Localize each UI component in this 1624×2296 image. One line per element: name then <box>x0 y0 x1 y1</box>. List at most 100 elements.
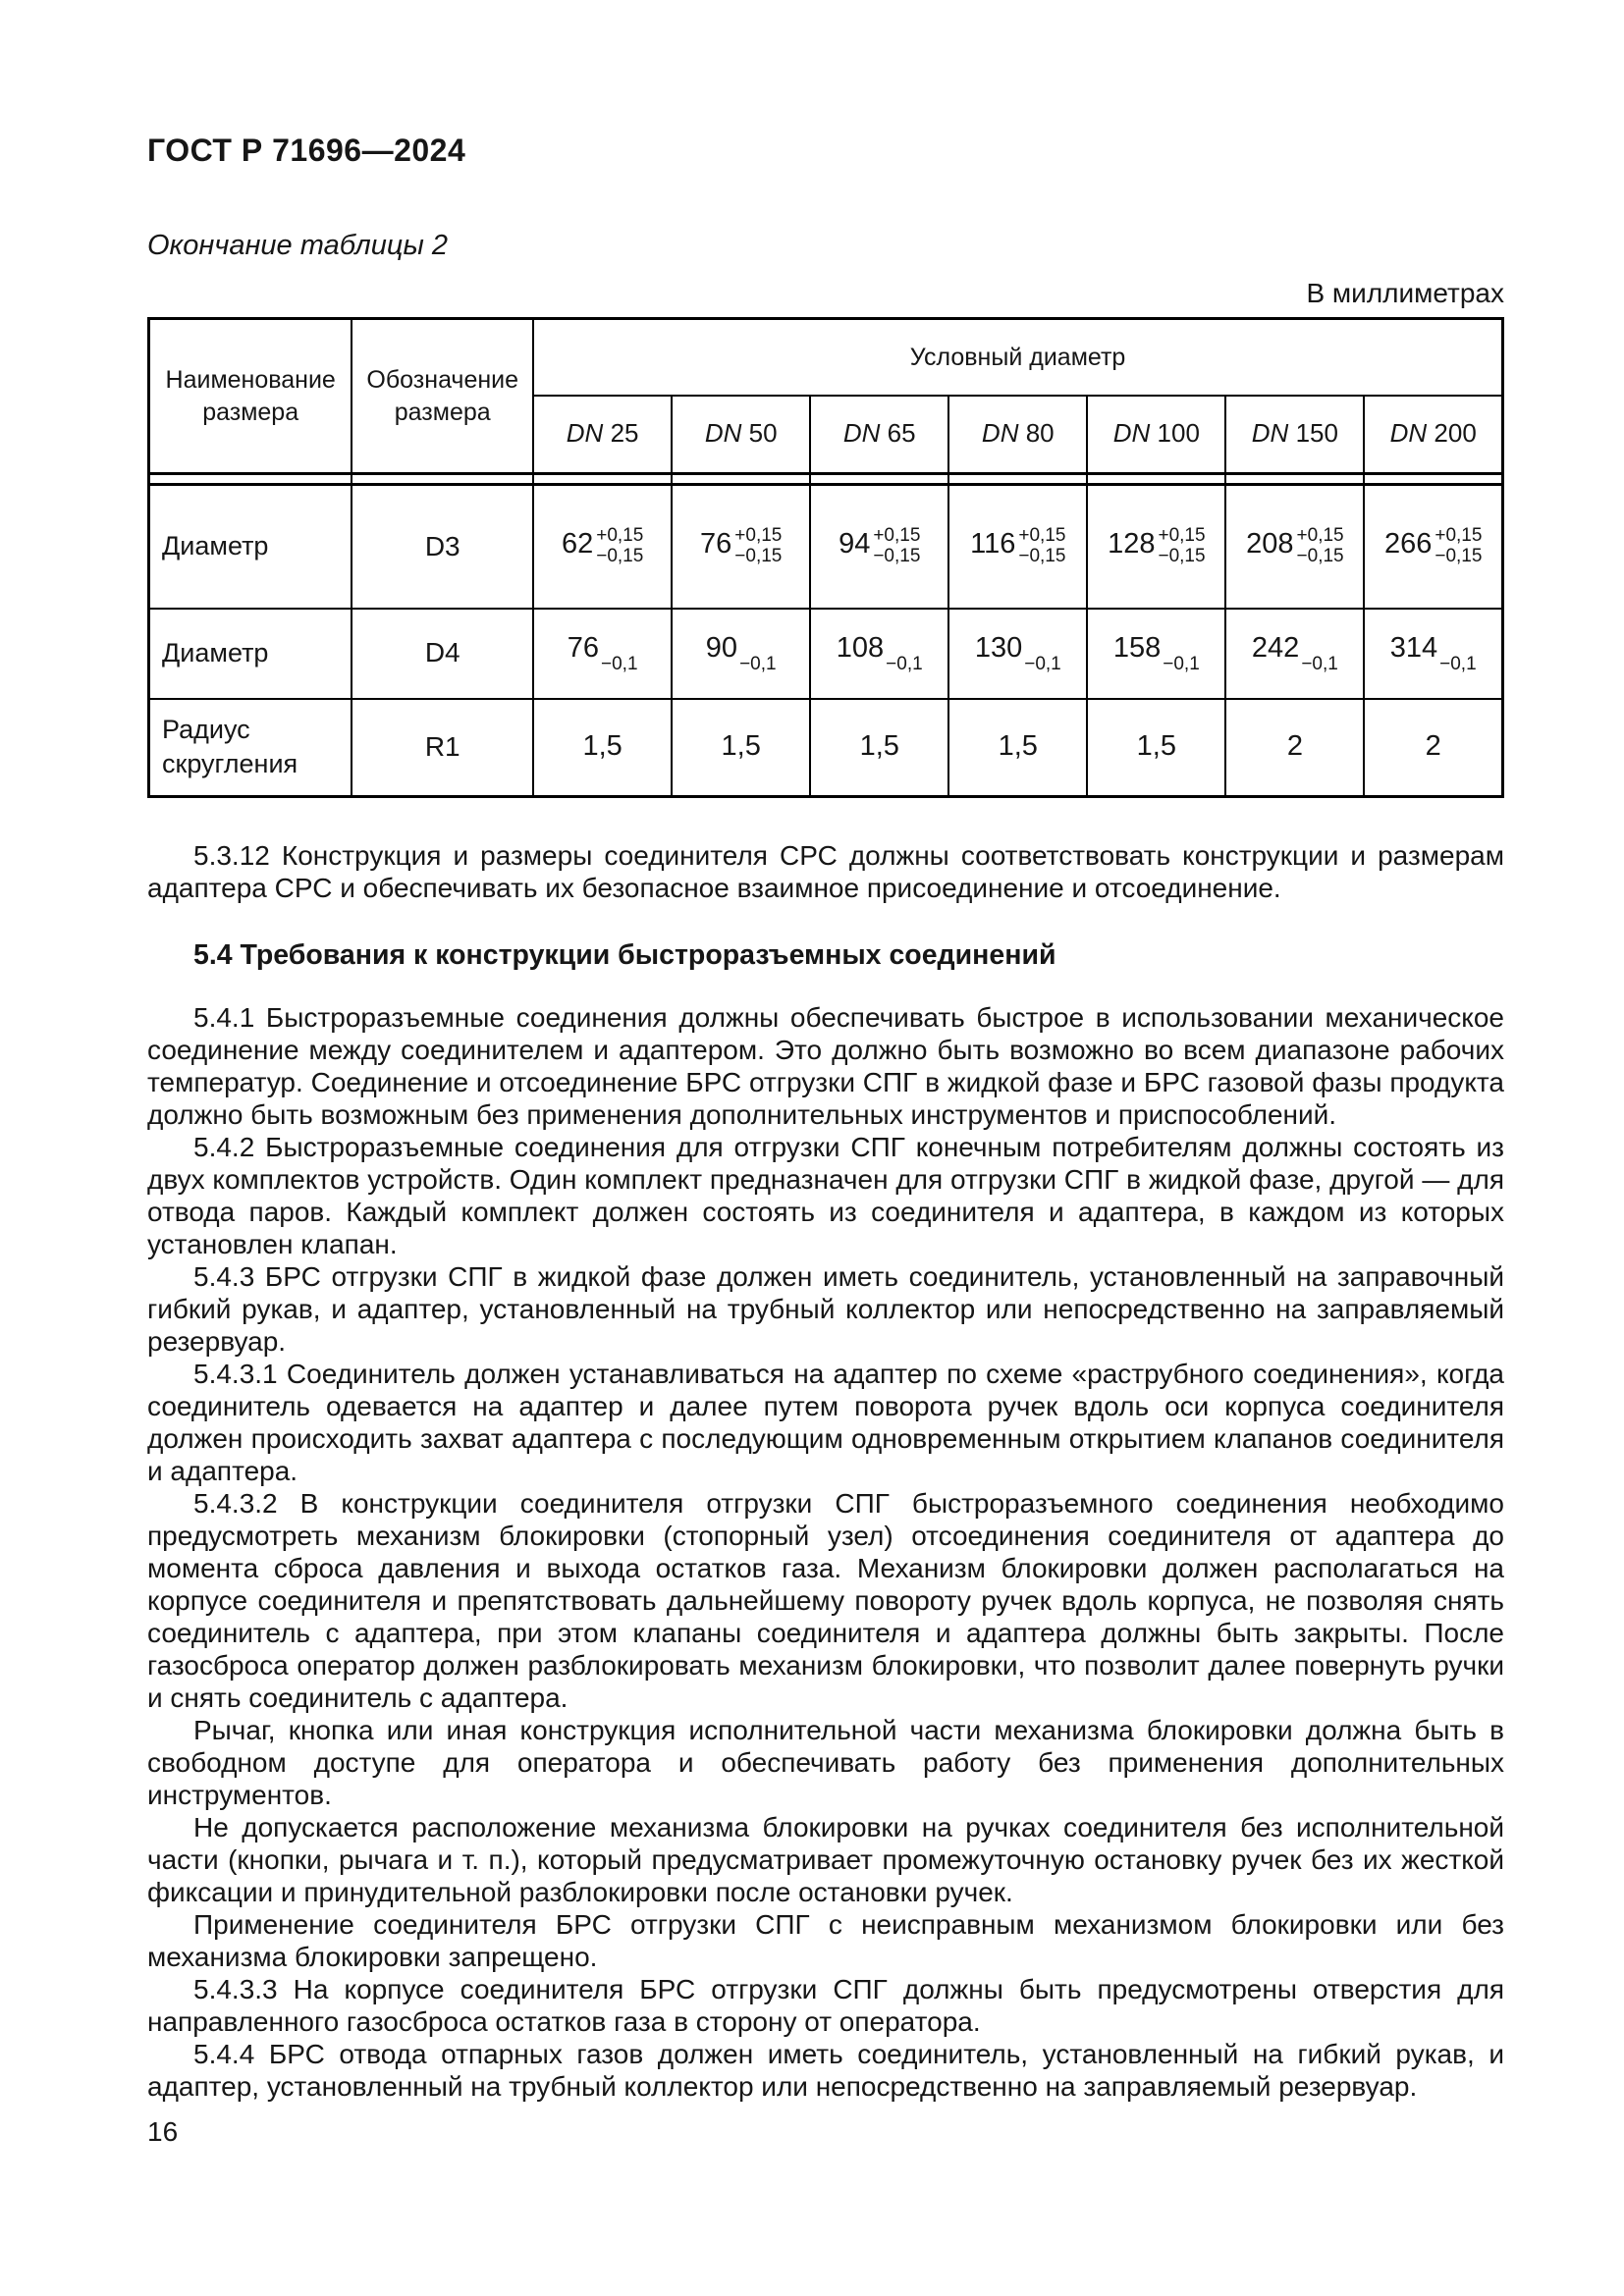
tolerance-lower: −0,15 <box>596 545 644 566</box>
tolerance: +0,15 −0,15 <box>1297 526 1344 566</box>
tolerance-lower: −0,1 <box>886 653 923 674</box>
paragraph-5-4-2: 5.4.2 Быстроразъемные соединения для отг… <box>147 1132 1504 1259</box>
tolerance-lower: −0,1 <box>601 653 638 674</box>
col-header-dn65: DN 65 <box>809 394 950 475</box>
dn-prefix: DN <box>566 418 604 449</box>
table-cell: 90−0,1 <box>671 607 812 700</box>
col-header-dn80: DN 80 <box>947 394 1089 475</box>
cell-value: 116 <box>970 528 1016 561</box>
cell-value: 314 <box>1389 631 1438 664</box>
dn-size: 50 <box>748 418 778 449</box>
col-header-dn100: DN 100 <box>1086 394 1227 475</box>
cell-value: 266 <box>1383 528 1433 561</box>
paragraph-5-4-3-1: 5.4.3.1 Соединитель должен устанавливать… <box>147 1359 1504 1486</box>
col-header-dn150: DN 150 <box>1224 394 1366 475</box>
paragraph-5-4-1: 5.4.1 Быстроразъемные соединения должны … <box>147 1002 1504 1130</box>
header-separator-row <box>147 472 1504 486</box>
table-cell: 1,5 <box>1086 697 1227 798</box>
tolerance-lower: −0,1 <box>1301 653 1338 674</box>
tolerance-lower: −0,15 <box>734 545 783 566</box>
page-number: 16 <box>147 2116 179 2147</box>
tolerance-upper: +0,15 <box>1296 525 1344 547</box>
table-header-row-1: Наименование размера Обозначение размера… <box>147 317 1504 475</box>
table-cell: 2 <box>1224 697 1366 798</box>
paragraph-5-3-12: 5.3.12 Конструкция и размеры соединителя… <box>147 840 1504 903</box>
tolerance-upper: +0,15 <box>1435 525 1483 547</box>
table-cell: 1,5 <box>809 697 950 798</box>
dn-size: 80 <box>1025 418 1055 449</box>
cell-value: 130 <box>974 631 1023 664</box>
table-cell: 208 +0,15 −0,15 <box>1224 483 1366 610</box>
paragraph-lever: Рычаг, кнопка или иная конструкция испол… <box>147 1715 1504 1810</box>
tolerance-upper: +0,15 <box>1018 525 1066 547</box>
units-note: В миллиметрах <box>1306 278 1504 308</box>
body-text: 5.3.12 Конструкция и размеры соединителя… <box>147 839 1504 2103</box>
col-header-symbol: Обозначение размера <box>351 317 535 475</box>
dn-size: 150 <box>1295 418 1338 449</box>
row-symbol: D3 <box>351 483 535 610</box>
tolerance-lower: −0,15 <box>873 545 921 566</box>
paragraph-5-4-3-2: 5.4.3.2 В конструкции соединителя отгруз… <box>147 1488 1504 1713</box>
table-cell: 94 +0,15 −0,15 <box>809 483 950 610</box>
tolerance-lower: −0,15 <box>1018 545 1066 566</box>
tolerance: +0,15 −0,15 <box>596 526 643 566</box>
col-header-dn50: DN 50 <box>671 394 812 475</box>
tolerance-upper: +0,15 <box>734 525 783 547</box>
tolerance-lower: −0,15 <box>1158 545 1206 566</box>
table-cell: 1,5 <box>532 697 674 798</box>
cell-value: 2 <box>1286 730 1303 763</box>
tolerance: +0,15 −0,15 <box>1158 526 1205 566</box>
dn-size: 65 <box>887 418 916 449</box>
table-cell: 62 +0,15 −0,15 <box>532 483 674 610</box>
table-cell: 158−0,1 <box>1086 607 1227 700</box>
row-symbol: R1 <box>351 697 535 798</box>
cell-value: 1,5 <box>721 730 761 763</box>
tolerance: +0,15 −0,15 <box>734 526 782 566</box>
paragraph-not-allowed: Не допускается расположение механизма бл… <box>147 1812 1504 1907</box>
table-cell: 1,5 <box>947 697 1089 798</box>
cell-value: 1,5 <box>1136 730 1176 763</box>
cell-value: 242 <box>1251 631 1300 664</box>
dimensions-table: Наименование размера Обозначение размера… <box>147 317 1504 798</box>
tolerance: +0,15 −0,15 <box>1018 526 1065 566</box>
col-header-dn25: DN 25 <box>532 394 674 475</box>
dn-size: 100 <box>1157 418 1200 449</box>
cell-value: 1,5 <box>998 730 1038 763</box>
cell-value: 158 <box>1112 631 1162 664</box>
row-name: Диаметр <box>147 483 353 610</box>
section-heading-5-4: 5.4 Требования к конструкции быстроразъе… <box>193 939 1056 971</box>
cell-value: 76 <box>700 528 732 561</box>
paragraph-5-4-4: 5.4.4 БРС отвода отпарных газов должен и… <box>147 2039 1504 2102</box>
tolerance-lower: −0,15 <box>1435 545 1483 566</box>
tolerance-upper: +0,15 <box>1158 525 1206 547</box>
tolerance: +0,15 −0,15 <box>873 526 920 566</box>
cell-value: 108 <box>836 631 885 664</box>
table-cell: 76−0,1 <box>532 607 674 700</box>
cell-value: 208 <box>1246 528 1294 561</box>
table-row-r1: Радиус скругления R1 1,5 1,5 1,5 1,5 1,5… <box>147 697 1504 798</box>
col-header-name: Наименование размера <box>147 317 353 475</box>
table-header-row-2: DN 25 DN 50 DN 65 DN 80 DN 100 DN 150 DN… <box>149 394 1504 475</box>
table-row-d3: Диаметр D3 62 +0,15 −0,15 76 +0,15 −0,15 94 +… <box>147 483 1504 610</box>
doc-code: ГОСТ Р 71696—2024 <box>147 133 466 168</box>
table-caption: Окончание таблицы 2 <box>147 230 448 261</box>
table-cell: 130−0,1 <box>947 607 1089 700</box>
table-row-d4: Диаметр D4 76−0,1 90−0,1 108−0,1 130−0,1… <box>147 607 1504 700</box>
table-cell: 2 <box>1363 697 1504 798</box>
cell-value: 128 <box>1108 528 1156 561</box>
dn-size: 25 <box>610 418 639 449</box>
tolerance-lower: −0,1 <box>1163 653 1200 674</box>
row-name: Диаметр <box>147 607 353 700</box>
cell-value: 90 <box>705 631 738 664</box>
table-cell: 108−0,1 <box>809 607 950 700</box>
paragraph-prohibited: Применение соединителя БРС отгрузки СПГ … <box>147 1909 1504 1972</box>
table-cell: 128 +0,15 −0,15 <box>1086 483 1227 610</box>
table-cell: 1,5 <box>671 697 812 798</box>
dn-prefix: DN <box>704 418 742 449</box>
tolerance-lower: −0,1 <box>1439 653 1477 674</box>
row-symbol: D4 <box>351 607 535 700</box>
dn-prefix: DN <box>981 418 1019 449</box>
paragraph-5-4-3-3: 5.4.3.3 На корпусе соединителя БРС отгру… <box>147 1974 1504 2037</box>
tolerance-upper: +0,15 <box>873 525 921 547</box>
